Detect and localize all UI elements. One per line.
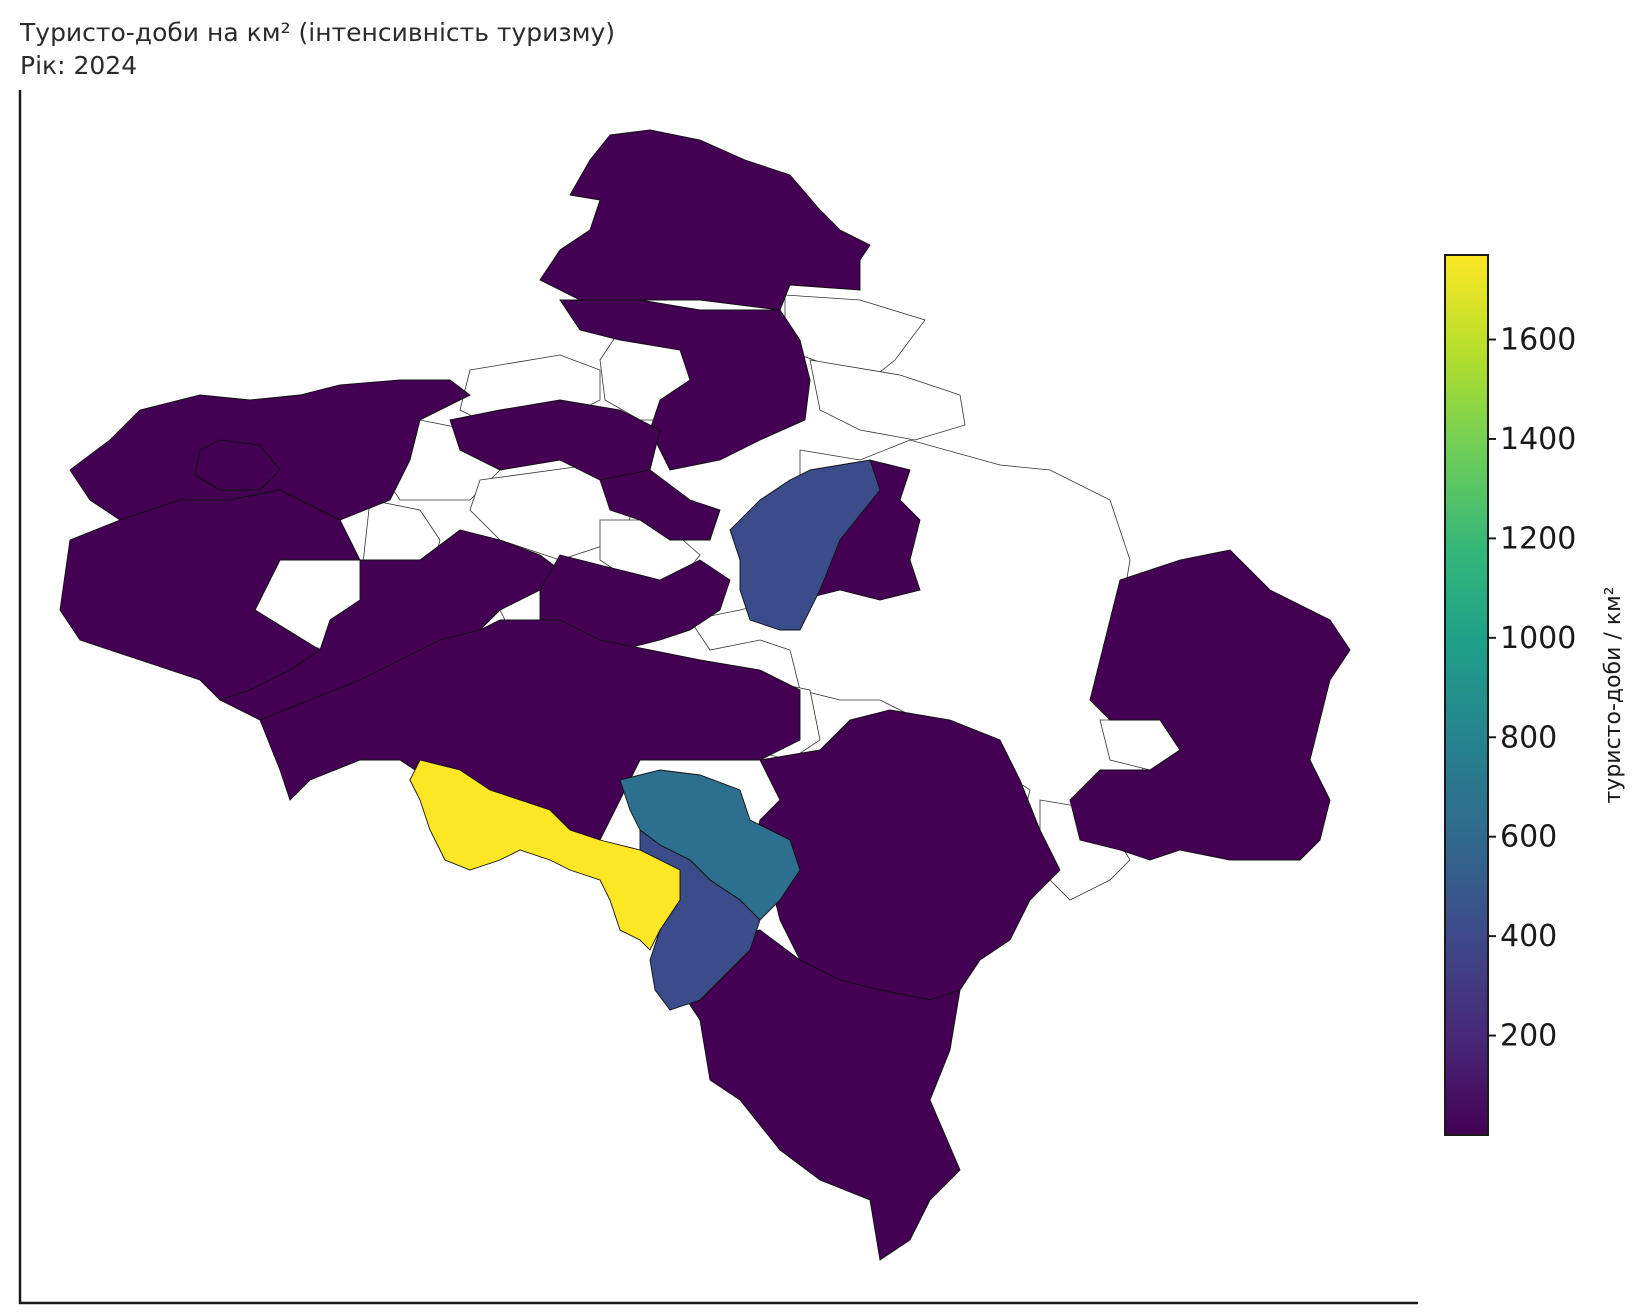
region-south-yellow xyxy=(409,759,681,951)
region-center-blue xyxy=(729,459,881,631)
map-title: Туристо-доби на км² (інтенсивність туриз… xyxy=(20,16,615,82)
colorbar-tick-label: 1000 xyxy=(1500,621,1576,656)
colorbar-tick-label: 200 xyxy=(1500,1019,1557,1054)
region-west-lake xyxy=(69,379,471,521)
title-line-1: Туристо-доби на км² (інтенсивність туриз… xyxy=(20,18,616,47)
colorbar-ticks: 200 400 600 800 1000 1200 1400 1600 xyxy=(1488,323,1576,1054)
low-value-regions xyxy=(59,129,1351,1261)
colorbar: 200 400 600 800 1000 1200 1400 1600 туристо-доб… xyxy=(1444,254,1626,1136)
colorbar-tick-label: 400 xyxy=(1500,919,1557,954)
colorbar-tick-label: 600 xyxy=(1500,820,1557,855)
region-east-block xyxy=(1069,549,1351,861)
colorbar-label: туристо-доби / км² xyxy=(1601,586,1626,803)
region-south-east xyxy=(679,929,961,1261)
title-line-2: Рік: 2024 xyxy=(20,51,138,80)
region-west-large xyxy=(59,489,361,701)
colorbar-tick-label: 1600 xyxy=(1500,323,1576,358)
colorbar-tick-label: 1200 xyxy=(1500,521,1576,556)
colorbar-tick-label: 1400 xyxy=(1500,422,1576,457)
no-data-regions xyxy=(254,294,1181,901)
region-nodata-n3 xyxy=(809,359,966,441)
colorbar-tick-label: 800 xyxy=(1500,720,1557,755)
region-north-top xyxy=(539,129,871,311)
region-center-small xyxy=(599,469,721,541)
colorbar-gradient xyxy=(1444,254,1489,1136)
region-north-second xyxy=(559,299,811,471)
